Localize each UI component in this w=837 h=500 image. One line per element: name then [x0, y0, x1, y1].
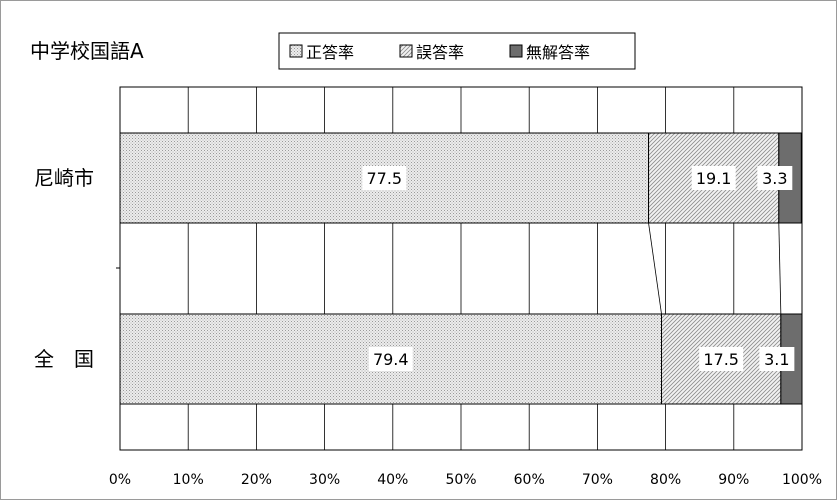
- data-labels: 77.5 19.1 3.3 79.4 17.5 3.1: [362, 166, 795, 371]
- data-label: 19.1: [696, 169, 732, 188]
- data-label: 17.5: [703, 350, 739, 369]
- x-tick-label: 20%: [241, 472, 272, 488]
- x-tick-label: 40%: [377, 472, 408, 488]
- chart-title: 中学校国語A: [30, 39, 144, 63]
- data-label-bg: [759, 347, 795, 371]
- category-label: 全 国: [34, 347, 94, 371]
- x-tick-label: 60%: [514, 472, 545, 488]
- legend-label-noanswer: 無解答率: [526, 43, 590, 62]
- x-tick-label: 80%: [650, 472, 681, 488]
- data-label: 3.1: [764, 350, 789, 369]
- x-tick-label: 30%: [309, 472, 340, 488]
- series-line: [648, 222, 662, 315]
- x-tick-label: 50%: [445, 472, 476, 488]
- data-label: 79.4: [373, 350, 409, 369]
- x-tick-label: 0%: [109, 472, 131, 488]
- x-tick-label: 10%: [173, 472, 204, 488]
- data-label-bg: [362, 166, 407, 190]
- legend-label-correct: 正答率: [306, 43, 354, 62]
- legend-label-wrong: 誤答率: [416, 43, 464, 62]
- category-label: 尼崎市: [34, 166, 94, 190]
- data-label: 77.5: [366, 169, 402, 188]
- x-tick-label: 100%: [782, 472, 822, 488]
- legend-swatch-noanswer: [509, 44, 523, 58]
- legend-box: [278, 32, 636, 70]
- data-label-bg: [368, 347, 413, 371]
- series-line: [778, 222, 782, 315]
- x-axis-ticks: 0% 10% 20% 30% 40% 50% 60% 70% 80% 90% 100%: [109, 472, 822, 488]
- x-tick-label: 70%: [582, 472, 613, 488]
- data-label: 3.3: [762, 169, 787, 188]
- data-label-bg: [757, 166, 793, 190]
- legend: 正答率 誤答率 無解答率: [278, 32, 636, 70]
- x-tick-label: 90%: [718, 472, 749, 488]
- legend-swatch-correct: [289, 44, 303, 58]
- data-label-bg: [699, 347, 744, 371]
- legend-swatch-wrong: [399, 44, 413, 58]
- data-label-bg: [691, 166, 736, 190]
